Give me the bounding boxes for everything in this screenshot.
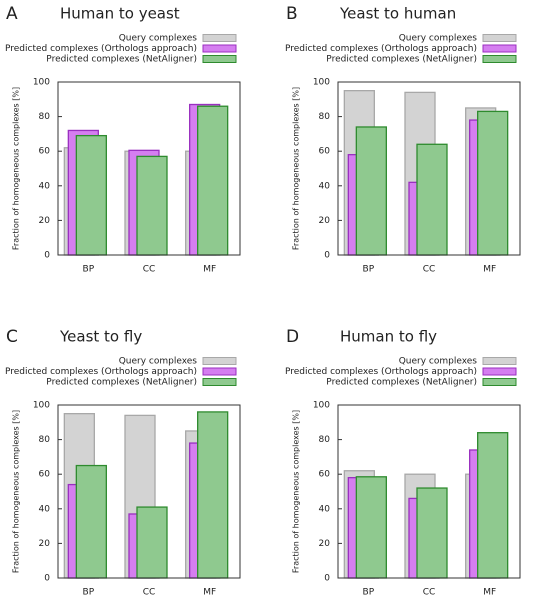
y-axis-label: Fraction of homogeneous complexes [%] [292, 87, 301, 250]
bar [136, 155, 168, 256]
panel: A Human to yeast Fraction of homogeneous c… [5, 4, 241, 275]
y-tick-label: 40 [319, 181, 331, 191]
bar [136, 506, 168, 579]
legend-swatch [202, 55, 237, 63]
y-tick-label: 40 [39, 181, 51, 191]
x-tick-label: BP [83, 265, 95, 275]
legend-label: Predicted complexes (NetAligner) [326, 55, 477, 65]
x-tick-label: BP [83, 588, 95, 598]
legend-swatch [482, 378, 517, 386]
y-tick-label: 100 [313, 78, 330, 88]
legend-swatch [202, 357, 237, 365]
legend-label: Query complexes [119, 357, 198, 367]
y-tick-label: 20 [319, 216, 331, 226]
legend-label: Predicted complexes (Orthologs approach) [285, 44, 477, 54]
y-tick-label: 40 [319, 504, 331, 514]
bar [477, 110, 509, 256]
bar [355, 126, 387, 256]
legend-label: Query complexes [399, 357, 478, 367]
y-tick-label: 20 [39, 216, 51, 226]
legend-swatch [482, 357, 517, 365]
legend-label: Predicted complexes (Orthologs approach) [5, 367, 197, 377]
plot-frame [337, 404, 521, 579]
y-tick-label: 80 [39, 435, 51, 445]
legend-swatch [482, 55, 517, 63]
x-tick-label: MF [483, 588, 496, 598]
y-tick-label: 100 [33, 78, 50, 88]
y-tick-label: 0 [44, 251, 50, 261]
legend-label: Predicted complexes (NetAligner) [46, 55, 197, 65]
x-tick-label: BP [363, 265, 375, 275]
x-tick-label: CC [143, 265, 156, 275]
legend-swatch [202, 367, 237, 376]
legend-swatch [482, 34, 517, 42]
legend-swatch [482, 44, 517, 53]
legend-label: Predicted complexes (Orthologs approach) [285, 367, 477, 377]
bar [416, 487, 448, 579]
legend-swatch [202, 378, 237, 386]
y-tick-label: 0 [324, 574, 330, 584]
y-tick-label: 100 [33, 401, 50, 411]
panel-letter: D [286, 327, 299, 347]
bar [416, 143, 448, 256]
y-axis-label: Fraction of homogeneous complexes [%] [12, 87, 21, 250]
panel: C Yeast to fly Fraction of homogeneous com… [5, 327, 241, 598]
bar [355, 476, 387, 579]
panel-letter: B [286, 4, 298, 24]
x-tick-label: CC [423, 265, 436, 275]
y-tick-label: 60 [39, 470, 51, 480]
bar [197, 105, 229, 256]
bar [75, 464, 107, 579]
legend-label: Query complexes [119, 34, 198, 44]
legend-swatch [482, 367, 517, 376]
y-tick-label: 80 [39, 112, 51, 122]
y-tick-label: 20 [319, 539, 331, 549]
y-tick-label: 60 [39, 147, 51, 157]
y-tick-label: 80 [319, 112, 331, 122]
y-tick-label: 0 [324, 251, 330, 261]
panel-title: Human to yeast [60, 5, 180, 23]
x-tick-label: MF [203, 265, 216, 275]
panel-letter: A [6, 4, 18, 24]
panel-title: Yeast to human [339, 5, 456, 23]
legend-label: Predicted complexes (NetAligner) [326, 378, 477, 388]
legend-label: Predicted complexes (NetAligner) [46, 378, 197, 388]
plot-frame [57, 81, 241, 256]
x-tick-label: MF [483, 265, 496, 275]
legend-swatch [202, 44, 237, 53]
x-tick-label: BP [363, 588, 375, 598]
y-axis-label: Fraction of homogeneous complexes [%] [292, 410, 301, 573]
plot-frame [337, 81, 521, 256]
y-tick-label: 60 [319, 470, 331, 480]
panel-title: Yeast to fly [59, 328, 142, 346]
plot-frame [57, 404, 241, 579]
bar [477, 432, 509, 579]
bar [75, 134, 107, 256]
y-tick-label: 100 [313, 401, 330, 411]
y-axis-label: Fraction of homogeneous complexes [%] [12, 410, 21, 573]
panel: D Human to fly Fraction of homogeneous com… [285, 327, 521, 598]
panel-letter: C [6, 327, 18, 347]
x-tick-label: CC [143, 588, 156, 598]
y-tick-label: 20 [39, 539, 51, 549]
legend-swatch [202, 34, 237, 42]
legend-label: Query complexes [399, 34, 478, 44]
y-tick-label: 0 [44, 574, 50, 584]
x-tick-label: MF [203, 588, 216, 598]
y-tick-label: 60 [319, 147, 331, 157]
legend-label: Predicted complexes (Orthologs approach) [5, 44, 197, 54]
panel-title: Human to fly [340, 328, 437, 346]
bar [197, 411, 229, 579]
y-tick-label: 40 [39, 504, 51, 514]
panel: B Yeast to human Fraction of homogeneous c… [285, 4, 521, 275]
y-tick-label: 80 [319, 435, 331, 445]
x-tick-label: CC [423, 588, 436, 598]
